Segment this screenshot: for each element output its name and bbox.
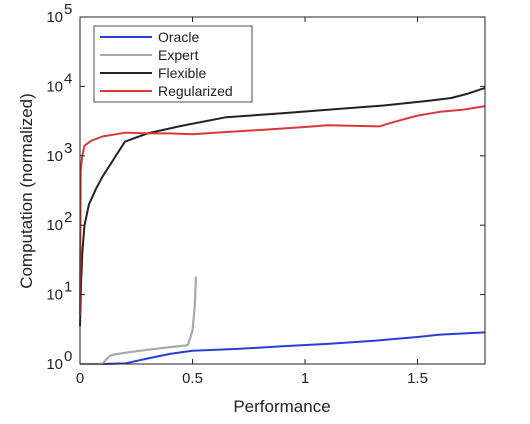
legend: Oracle Expert Flexible Regularized [93,25,253,103]
y-tick-label: 10 [46,9,63,26]
axes-box [79,16,486,365]
y-tick-exponent: 0 [64,348,72,365]
y-axis-label: Computation (normalized) [17,93,36,289]
y-tick-label: 10 [46,287,63,304]
legend-label-regularized: Regularized [158,83,233,99]
series-line-oracle [80,331,486,365]
series-line-expert [80,276,197,366]
legend-label-oracle: Oracle [158,29,199,45]
y-tick-exponent: 1 [64,279,72,296]
y-tick-exponent: 2 [64,209,72,226]
x-tick-label: 0.5 [182,370,203,387]
x-axis-ticks: 0 0.5 1 1.5 [76,17,428,387]
x-tick-label: 1.5 [407,370,428,387]
y-tick-label: 10 [46,217,63,234]
y-tick-label: 10 [46,356,63,373]
x-tick-label: 1 [301,370,309,387]
y-tick-label: 10 [46,78,63,95]
axes-layer [79,16,486,365]
y-tick-exponent: 3 [64,140,72,157]
legend-label-expert: Expert [158,47,199,63]
legend-box [93,25,253,103]
y-tick-exponent: 5 [64,1,72,18]
y-tick-label: 10 [46,148,63,165]
y-tick-exponent: 4 [64,70,72,87]
legend-label-flexible: Flexible [158,65,206,81]
x-axis-label: Performance [233,397,330,416]
x-tick-label: 0 [76,370,84,387]
series-line-regularized [79,105,486,316]
